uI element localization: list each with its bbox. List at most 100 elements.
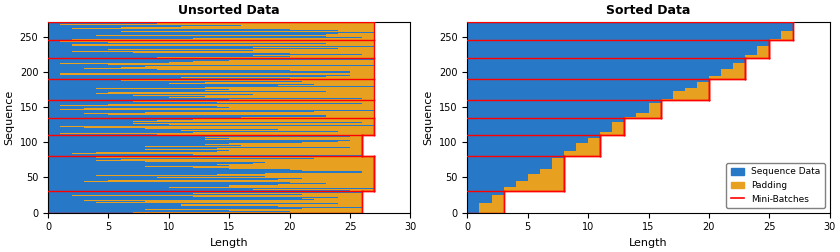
Bar (48, 106, 218, 107)
Bar (467, 80, 709, 81)
Bar (467, 145, 576, 146)
Bar (48, 198, 72, 199)
Bar (48, 82, 205, 83)
Bar (467, 165, 552, 166)
Bar (467, 89, 685, 90)
Bar (48, 151, 218, 152)
Bar (48, 156, 314, 157)
Bar (467, 201, 491, 202)
Bar (48, 176, 265, 177)
Bar (467, 150, 576, 151)
Bar (467, 117, 624, 135)
Bar (467, 140, 588, 141)
Bar (48, 26, 181, 27)
Bar (467, 181, 516, 182)
Bar (48, 192, 362, 193)
Bar (467, 164, 552, 165)
Bar (48, 207, 362, 208)
Bar (467, 133, 601, 134)
Bar (48, 73, 60, 74)
Bar (467, 46, 757, 47)
Bar (467, 102, 660, 103)
Bar (467, 155, 564, 156)
Bar (467, 62, 745, 63)
Bar (467, 134, 601, 135)
Bar (467, 209, 480, 210)
Bar (48, 203, 338, 204)
Bar (48, 172, 362, 173)
Bar (48, 22, 374, 23)
Bar (467, 157, 564, 158)
Bar (48, 169, 290, 170)
Bar (467, 79, 709, 80)
Bar (48, 56, 290, 57)
Bar (467, 43, 769, 44)
Bar (48, 40, 277, 41)
Bar (48, 190, 350, 191)
Bar (48, 155, 265, 156)
Bar (48, 157, 97, 158)
Bar (48, 114, 108, 115)
Bar (48, 111, 314, 112)
Bar (467, 103, 660, 104)
Bar (467, 71, 721, 72)
Bar (467, 200, 491, 201)
Bar (467, 44, 769, 45)
Bar (467, 147, 576, 148)
Bar (48, 95, 133, 96)
Bar (48, 87, 205, 88)
Bar (467, 67, 733, 68)
Bar (467, 86, 697, 87)
Bar (48, 86, 133, 87)
Bar (467, 117, 624, 118)
Bar (48, 68, 84, 69)
Bar (48, 113, 84, 114)
Title: Sorted Data: Sorted Data (606, 4, 690, 17)
Bar (467, 148, 576, 149)
Bar (467, 131, 612, 132)
Bar (48, 158, 314, 159)
X-axis label: Length: Length (210, 238, 249, 248)
Bar (48, 202, 97, 203)
Bar (467, 122, 612, 123)
Bar (48, 119, 193, 120)
Bar (48, 81, 302, 82)
Bar (48, 83, 169, 84)
Bar (48, 145, 241, 146)
Bar (48, 156, 374, 192)
Bar (48, 205, 181, 206)
Bar (48, 100, 157, 101)
Bar (467, 186, 516, 187)
Bar (48, 121, 133, 122)
Bar (48, 120, 157, 121)
Bar (48, 34, 181, 35)
Bar (467, 203, 480, 204)
Bar (467, 55, 745, 56)
Bar (467, 36, 781, 37)
Bar (467, 180, 528, 181)
Bar (48, 29, 108, 30)
Bar (467, 185, 516, 186)
Bar (48, 117, 60, 118)
Bar (467, 26, 794, 27)
Bar (467, 23, 794, 24)
Bar (48, 186, 241, 187)
Bar (467, 113, 637, 114)
Bar (48, 189, 254, 190)
Legend: Sequence Data, Padding, Mini-Batches: Sequence Data, Padding, Mini-Batches (726, 163, 825, 208)
Bar (48, 174, 218, 175)
Bar (48, 37, 362, 38)
Bar (48, 99, 229, 100)
Bar (467, 88, 685, 89)
Bar (48, 94, 254, 95)
Bar (467, 108, 648, 109)
Bar (48, 79, 374, 100)
Bar (48, 126, 60, 127)
Bar (48, 70, 290, 71)
Bar (467, 190, 504, 191)
Bar (467, 197, 491, 198)
Bar (48, 180, 108, 181)
Bar (48, 152, 97, 153)
Bar (48, 71, 350, 72)
Bar (48, 184, 277, 185)
